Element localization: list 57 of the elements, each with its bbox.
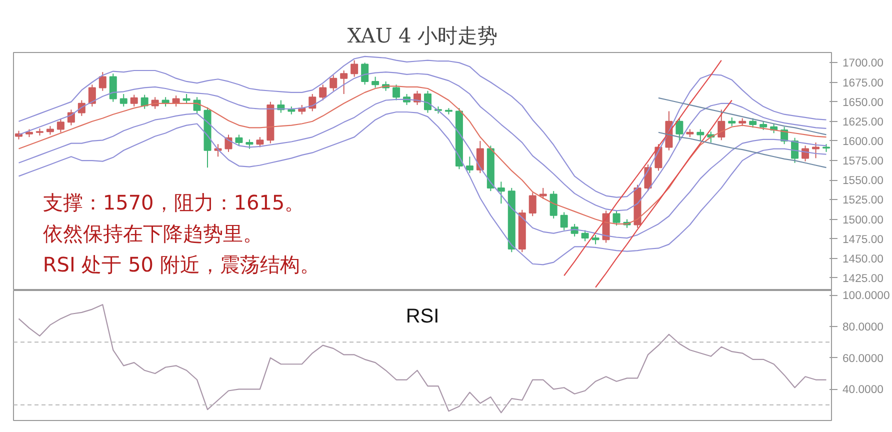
candlestick [528, 192, 536, 217]
candlestick [319, 84, 327, 101]
chart-title: XAU 4 小时走势 [347, 24, 498, 48]
candlestick [539, 187, 547, 200]
candlestick [466, 156, 474, 174]
y-tick-label: 1675.00 [842, 77, 884, 90]
y-tick-label: 1450.00 [842, 253, 884, 266]
y-tick-label: 80.0000 [842, 322, 884, 334]
candlestick [592, 234, 600, 245]
y-tick-label: 40.0000 [842, 384, 884, 396]
candlestick [497, 181, 505, 204]
candlestick [696, 128, 704, 142]
candlestick [235, 134, 243, 146]
candlestick [749, 118, 757, 128]
y-tick-label: 1525.00 [842, 194, 884, 207]
candlestick [718, 109, 726, 141]
y-tick-label: 100.0000 [842, 290, 890, 302]
y-tick-label: 1650.00 [842, 96, 884, 109]
candlestick [246, 138, 254, 150]
candlestick [676, 118, 684, 142]
candlestick [88, 84, 96, 108]
candlestick [340, 70, 348, 94]
annotation: 依然保持在下降趋势里。 [42, 221, 263, 246]
y-tick-label: 1500.00 [842, 214, 884, 226]
y-tick-label: 1425.00 [842, 272, 884, 285]
candlestick [130, 94, 138, 108]
candlestick [560, 212, 568, 231]
candlestick [308, 93, 316, 112]
candlestick [109, 73, 117, 102]
annotation: 支撑：1570，阻力：1615。 [42, 190, 305, 214]
y-tick-label: 1550.00 [842, 175, 884, 188]
annotation: RSI 处于 50 附近，震荡结构。 [42, 252, 320, 276]
candlestick [550, 190, 558, 219]
candlestick [812, 142, 820, 159]
candlestick [56, 118, 64, 133]
candlestick [476, 140, 484, 174]
candlestick [612, 210, 620, 226]
y-tick-label: 60.0000 [842, 352, 884, 365]
candlestick [98, 72, 106, 92]
y-tick-label: 1575.00 [842, 156, 884, 168]
candlestick [182, 93, 190, 104]
y-tick-label: 1700.00 [842, 58, 884, 70]
y-tick-label: 1475.00 [842, 234, 884, 246]
line-series [18, 304, 827, 414]
candlestick [372, 76, 380, 88]
y-tick-label: 1600.00 [842, 136, 884, 148]
candlestick [256, 136, 264, 148]
candlestick [581, 230, 589, 242]
text: RSI [406, 306, 440, 328]
y-tick-label: 1625.00 [842, 116, 884, 128]
candlestick [224, 134, 232, 152]
candlestick [330, 74, 338, 92]
candlestick [361, 62, 369, 86]
candlestick [392, 84, 400, 101]
candlestick [350, 60, 358, 78]
candlestick [120, 93, 128, 108]
candlestick [424, 90, 432, 114]
